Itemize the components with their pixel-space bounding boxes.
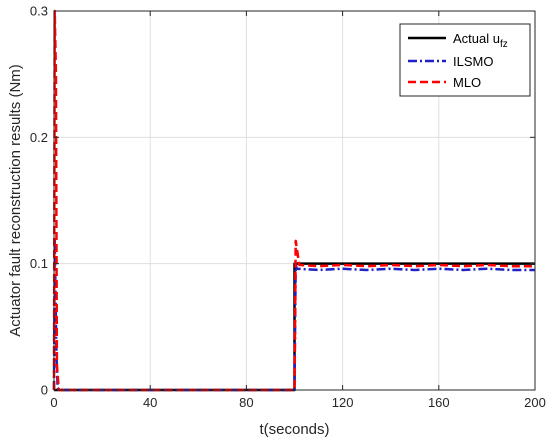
series-ilsmo-line — [52, 237, 535, 392]
series-mlo-line — [52, 9, 535, 392]
legend-label-ilsmo: ILSMO — [453, 54, 493, 69]
ticks: 0 40 80 120 160 200 0 0.1 0.2 0.3 — [30, 4, 546, 411]
y-tick-label: 0.3 — [30, 4, 48, 19]
plot-frame — [53, 10, 536, 391]
y-tick-label: 0.2 — [30, 130, 48, 145]
x-axis-label: t(seconds) — [259, 421, 329, 438]
x-tick-label: 40 — [143, 395, 157, 410]
y-tick-label: 0 — [41, 383, 48, 398]
x-tick-label: 160 — [428, 395, 450, 410]
y-tick-label: 0.1 — [30, 256, 48, 271]
x-tick-label: 80 — [239, 395, 253, 410]
x-tick-label: 200 — [524, 395, 546, 410]
x-tick-label: 120 — [332, 395, 354, 410]
legend-label-mlo: MLO — [453, 75, 481, 90]
legend-label-actual: Actual ufz — [453, 31, 508, 50]
legend-subscript-fz: fz — [500, 39, 508, 50]
y-axis-label: Actuator fault reconstruction results (N… — [7, 64, 24, 337]
legend: Actual ufz ILSMO MLO — [399, 23, 531, 97]
x-tick-label: 0 — [50, 395, 57, 410]
